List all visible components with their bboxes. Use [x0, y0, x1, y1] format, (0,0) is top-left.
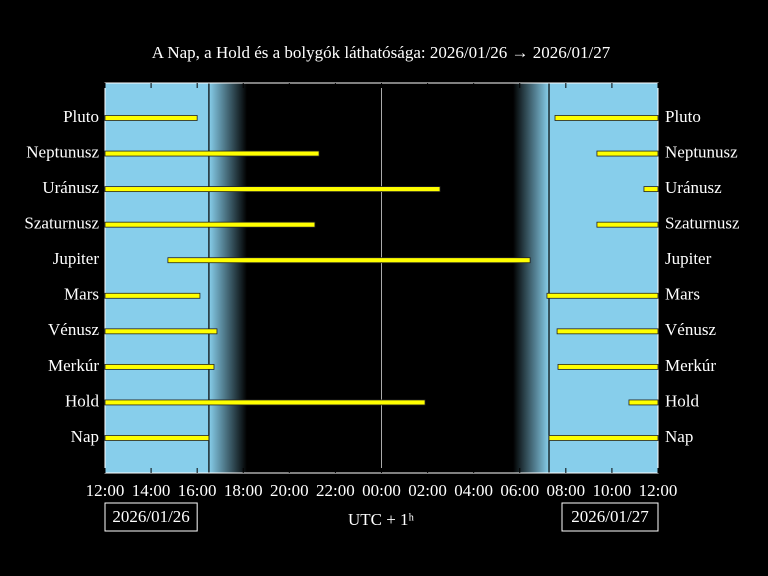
x-tick-label: 16:00: [178, 481, 217, 500]
row-label: Merkúr: [48, 356, 99, 375]
row-label: Pluto: [665, 107, 701, 126]
visibility-bar: [596, 221, 659, 228]
visibility-bar: [104, 292, 201, 299]
x-axis-label: UTC + 1ʰ: [348, 510, 415, 529]
row-label: Nap: [71, 427, 99, 446]
x-tick-label: 08:00: [546, 481, 585, 500]
row-label: Jupiter: [53, 249, 100, 268]
row-label: Vénusz: [665, 320, 716, 339]
date-label: 2026/01/26: [112, 507, 189, 526]
visibility-bar: [104, 186, 441, 193]
dusk: [208, 83, 247, 473]
date-box: [104, 502, 198, 532]
x-tick-label: 14:00: [132, 481, 171, 500]
x-tick-label: 00:00: [362, 481, 401, 500]
visibility-bar: [104, 435, 210, 441]
row-label: Neptunusz: [665, 142, 738, 161]
visibility-bar: [556, 328, 659, 335]
visibility-bar: [104, 115, 198, 121]
row-label: Merkúr: [665, 356, 716, 375]
row-label: Hold: [65, 391, 100, 410]
visibility-bar: [596, 150, 659, 157]
chart-title: A Nap, a Hold és a bolygók láthatósága: …: [152, 43, 611, 62]
x-tick-label: 10:00: [593, 481, 632, 500]
date-box: [561, 502, 659, 532]
x-tick-label: 20:00: [270, 481, 309, 500]
day-sky: [105, 83, 209, 473]
visibility-bar: [104, 221, 316, 228]
x-tick-label: 04:00: [454, 481, 493, 500]
x-tick-label: 02:00: [408, 481, 447, 500]
row-label: Uránusz: [42, 178, 99, 197]
row-label: Mars: [665, 285, 700, 304]
visibility-bar: [548, 435, 659, 441]
visibility-bar: [643, 186, 659, 193]
visibility-bar: [557, 363, 659, 370]
visibility-bar: [628, 399, 659, 406]
row-label: Mars: [64, 285, 99, 304]
visibility-bar: [104, 328, 218, 335]
visibility-bar: [554, 115, 659, 121]
x-tick-label: 12:00: [639, 481, 678, 500]
date-label: 2026/01/27: [571, 507, 649, 526]
x-tick-label: 12:00: [86, 481, 125, 500]
row-label: Neptunusz: [26, 142, 99, 161]
x-tick-label: 18:00: [224, 481, 263, 500]
visibility-bar: [546, 292, 659, 299]
day-sky: [549, 83, 658, 473]
visibility-bar: [167, 257, 531, 264]
row-label: Vénusz: [48, 320, 99, 339]
visibility-bar: [104, 363, 215, 370]
visibility-bar: [104, 399, 426, 406]
x-tick-label: 06:00: [500, 481, 539, 500]
row-label: Uránusz: [665, 178, 722, 197]
row-label: Szaturnusz: [665, 214, 740, 233]
dawn: [513, 83, 550, 473]
row-label: Szaturnusz: [24, 214, 99, 233]
row-label: Hold: [665, 391, 700, 410]
row-label: Pluto: [63, 107, 99, 126]
row-label: Nap: [665, 427, 693, 446]
row-label: Jupiter: [665, 249, 712, 268]
x-tick-label: 22:00: [316, 481, 355, 500]
visibility-bar: [104, 150, 320, 157]
